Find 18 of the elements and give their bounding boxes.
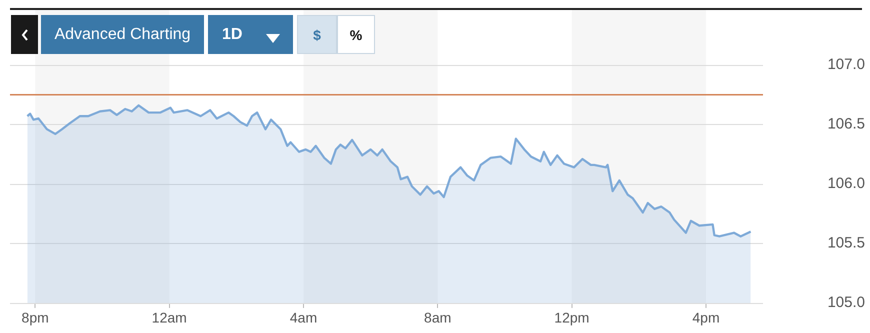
annotation: $ [313,26,321,42]
x-tick-label: 4am [290,309,318,326]
y-tick-label: 107.0 [827,56,865,74]
x-tick-label: 4pm [692,309,720,326]
toggle-button[interactable]: % [337,15,375,54]
toggle-button[interactable]: $ [297,15,337,54]
y-tick-label: 106.0 [827,175,865,192]
y-tick-label: 105.5 [827,234,865,252]
x-tick-label: 8am [424,309,452,326]
y-tick-label: 106.5 [827,116,865,133]
annotation: % [350,26,362,42]
x-tick-label: 12am [152,309,187,326]
y-tick-label: 105.0 [827,294,865,312]
text-button[interactable]: Advanced Charting [41,15,204,54]
annotation: 1D [222,26,242,44]
x-tick-label: 12pm [554,309,590,326]
annotation: Advanced Charting [54,26,191,44]
x-tick-label: 8pm [22,309,49,326]
